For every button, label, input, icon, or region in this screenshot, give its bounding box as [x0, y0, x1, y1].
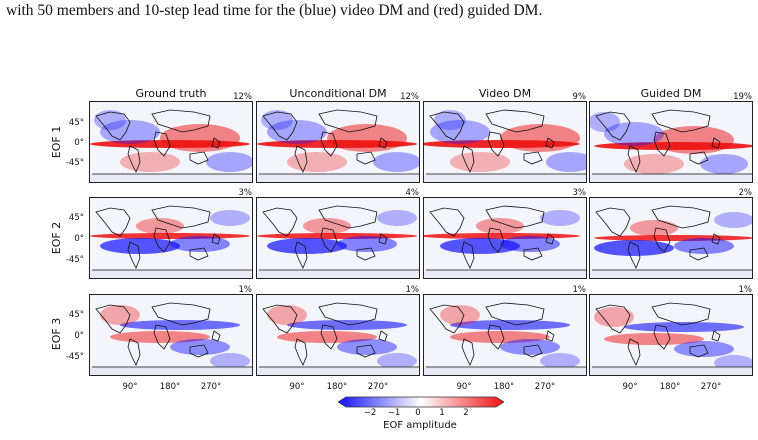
pct-r2c1: 3% — [238, 188, 253, 198]
map-panel-eof2-guided-dm — [589, 197, 753, 279]
lon-tick-90-col1: 90° — [122, 382, 138, 392]
figure-caption: with 50 members and 10-step lead time fo… — [6, 2, 543, 19]
map-panel-eof2-ground-truth — [89, 197, 253, 279]
pct-r3c4: 1% — [738, 285, 753, 295]
pct-r2c2: 4% — [405, 188, 420, 198]
lat-tick-0-row1: 0° — [74, 138, 84, 148]
lon-tick-270-col3: 270° — [534, 382, 556, 392]
colorbar-tick-1: 1 — [439, 408, 445, 418]
pct-r3c1: 1% — [238, 285, 253, 295]
column-title-unconditional-dm: Unconditional DM — [289, 87, 387, 100]
map-panel-eof3-unconditional-dm — [256, 294, 420, 376]
map-panel-eof1-video-dm — [423, 101, 587, 183]
lat-tick-m45-row3: -45° — [65, 352, 84, 362]
lat-tick-0-row3: 0° — [74, 331, 84, 341]
lon-tick-270-col2: 270° — [367, 382, 389, 392]
map-panel-eof3-guided-dm — [589, 294, 753, 376]
map-panel-eof1-unconditional-dm — [256, 101, 420, 183]
lat-tick-45-row2: 45° — [68, 213, 84, 223]
lon-tick-270-col1: 270° — [200, 382, 222, 392]
map-panel-eof3-ground-truth — [89, 294, 253, 376]
lon-tick-180-col2: 180° — [326, 382, 348, 392]
pct-r1c2: 12% — [400, 92, 419, 102]
map-panel-eof3-video-dm — [423, 294, 587, 376]
pct-r2c3: 3% — [572, 188, 587, 198]
colorbar-tick-m2: −2 — [363, 408, 377, 418]
lat-tick-0-row2: 0° — [74, 234, 84, 244]
lat-tick-m45-row1: -45° — [65, 158, 84, 168]
lon-tick-180-col4: 180° — [659, 382, 681, 392]
pct-r2c4: 2% — [738, 188, 753, 198]
map-panel-eof2-unconditional-dm — [256, 197, 420, 279]
lon-tick-90-col3: 90° — [456, 382, 472, 392]
lon-tick-90-col4: 90° — [622, 382, 638, 392]
colorbar-tick-0: 0 — [415, 408, 421, 418]
colorbar-tick-2: 2 — [463, 408, 469, 418]
lat-tick-45-row1: 45° — [68, 118, 84, 128]
lon-tick-180-col1: 180° — [159, 382, 181, 392]
lon-tick-270-col4: 270° — [700, 382, 722, 392]
column-title-video-dm: Video DM — [478, 87, 532, 100]
map-panel-eof1-guided-dm — [589, 101, 753, 183]
lat-tick-45-row3: 45° — [68, 310, 84, 320]
colorbar-tick-m1: −1 — [387, 408, 401, 418]
column-title-ground-truth: Ground truth — [135, 87, 207, 100]
colorbar — [338, 396, 504, 408]
pct-r3c2: 1% — [405, 285, 420, 295]
lon-tick-180-col3: 180° — [493, 382, 515, 392]
pct-r1c1: 12% — [233, 92, 252, 102]
column-title-guided-dm: Guided DM — [640, 87, 702, 100]
map-panel-eof2-video-dm — [423, 197, 587, 279]
pct-r3c3: 1% — [572, 285, 587, 295]
colorbar-label: EOF amplitude — [383, 420, 457, 431]
pct-r1c4: 19% — [733, 92, 752, 102]
lon-tick-90-col2: 90° — [289, 382, 305, 392]
map-panel-eof1-ground-truth — [89, 101, 253, 183]
pct-r1c3: 9% — [572, 92, 587, 102]
lat-tick-m45-row2: -45° — [65, 255, 84, 265]
